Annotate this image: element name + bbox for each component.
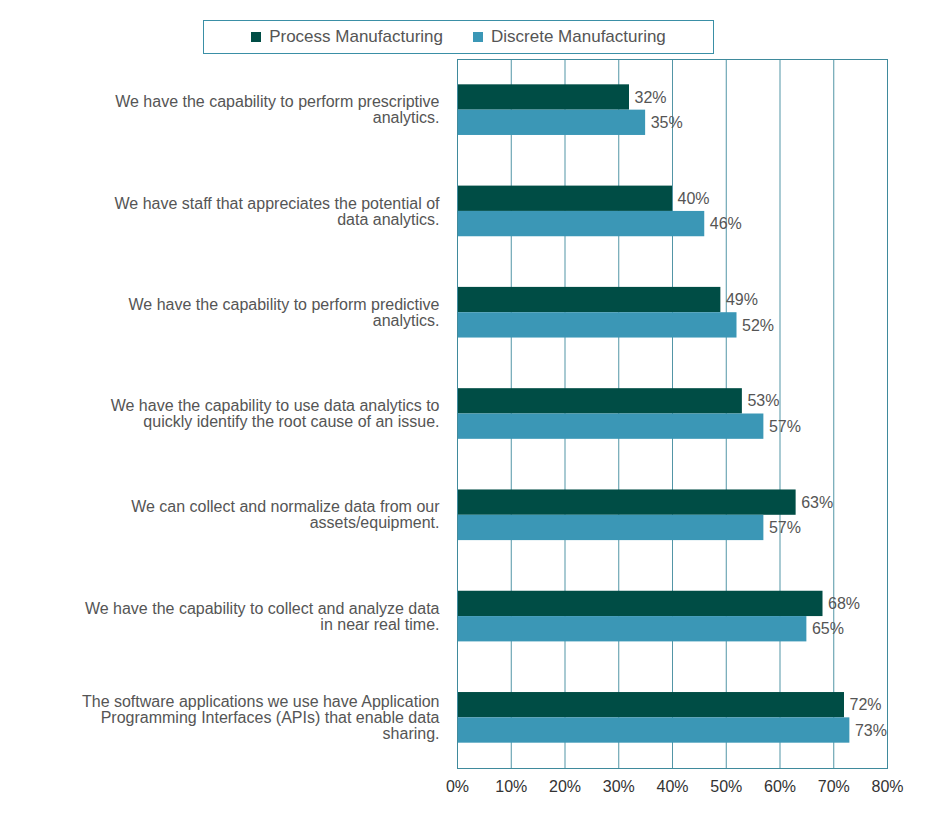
html-text:Process Manufacturing: Process Manufacturing <box>269 27 443 46</box>
svg-text:We have the capability to use: We have the capability to use data analy… <box>111 397 440 430</box>
svg-text:40%: 40% <box>656 778 688 795</box>
svg-text:10%: 10% <box>495 778 527 795</box>
svg-text:32%: 32% <box>635 89 667 106</box>
svg-text:68%: 68% <box>828 595 860 612</box>
svg-text:40%: 40% <box>678 190 710 207</box>
svg-text:65%: 65% <box>812 620 844 637</box>
svg-text:We have the capability to perf: We have the capability to perform predic… <box>129 296 440 329</box>
svg-text:35%: 35% <box>651 114 683 131</box>
svg-text:0%: 0% <box>446 778 469 795</box>
svg-text:57%: 57% <box>769 418 801 435</box>
svg-text:49%: 49% <box>726 291 758 308</box>
svg-text:50%: 50% <box>710 778 742 795</box>
svg-text:60%: 60% <box>764 778 796 795</box>
svg-text:We can collect and normalize d: We can collect and normalize data from o… <box>131 498 440 531</box>
svg-text:We have the capability to coll: We have the capability to collect and an… <box>85 600 440 633</box>
svg-text:73%: 73% <box>855 722 887 739</box>
svg-text:We have staff that appreciates: We have staff that appreciates the poten… <box>115 195 441 228</box>
svg-text:46%: 46% <box>710 215 742 232</box>
svg-text:52%: 52% <box>742 316 774 333</box>
svg-text:30%: 30% <box>603 778 635 795</box>
html-text:Discrete Manufacturing: Discrete Manufacturing <box>491 27 666 46</box>
svg-text:72%: 72% <box>850 696 882 713</box>
svg-text:70%: 70% <box>818 778 850 795</box>
svg-text:20%: 20% <box>549 778 581 795</box>
svg-text:We have the capability to perf: We have the capability to perform prescr… <box>115 93 439 126</box>
svg-text:63%: 63% <box>801 494 833 511</box>
svg-text:80%: 80% <box>871 778 903 795</box>
svg-text:53%: 53% <box>747 392 779 409</box>
svg-text:57%: 57% <box>769 519 801 536</box>
svg-text:The software applications we u: The software applications we use have Ap… <box>82 693 440 742</box>
